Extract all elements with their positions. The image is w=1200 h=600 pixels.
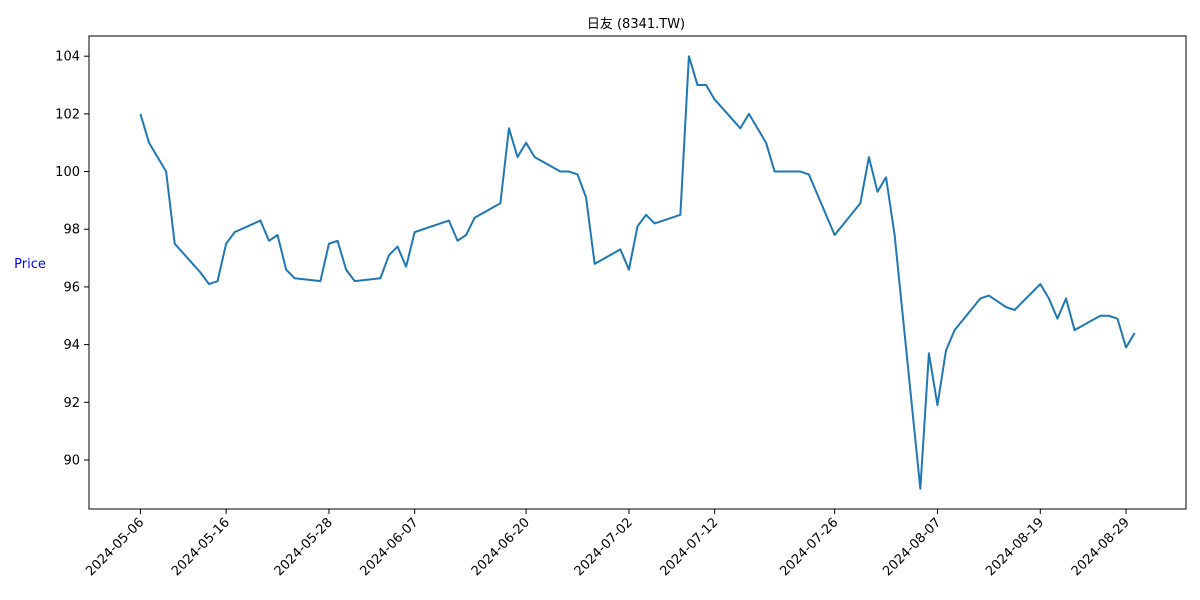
price-line [139,55,1136,490]
y-axis-label: Price [14,257,46,272]
y-tick-label: 94 [63,338,80,353]
y-tick-label: 96 [63,280,80,295]
x-tick-label: 2024-05-28 [272,515,336,579]
y-tick-label: 90 [63,453,80,468]
y-tick-label: 92 [63,396,80,411]
x-tick-label: 2024-08-29 [1069,515,1133,579]
x-tick-label: 2024-07-02 [572,515,636,579]
y-axis: 90 92 94 96 98 100 102 104 [55,50,89,468]
plot-area [88,35,1187,510]
x-tick-label: 2024-05-06 [83,515,147,579]
y-tick-label: 100 [55,165,80,180]
x-tick-label: 2024-05-16 [169,515,233,579]
x-tick-label: 2024-06-07 [357,515,421,579]
x-axis: 2024-05-06 2024-05-16 2024-05-28 2024-06-07… [83,509,1133,579]
x-tick-label: 2024-07-26 [777,515,841,579]
chart-title: 日友 (8341.TW) [587,16,685,32]
x-tick-label: 2024-07-12 [657,515,721,579]
y-tick-label: 102 [55,107,80,122]
x-tick-label: 2024-08-19 [983,515,1047,579]
x-tick-label: 2024-06-20 [469,515,533,579]
y-tick-label: 98 [63,223,80,238]
y-tick-label: 104 [55,50,80,65]
x-tick-label: 2024-08-07 [880,515,944,579]
